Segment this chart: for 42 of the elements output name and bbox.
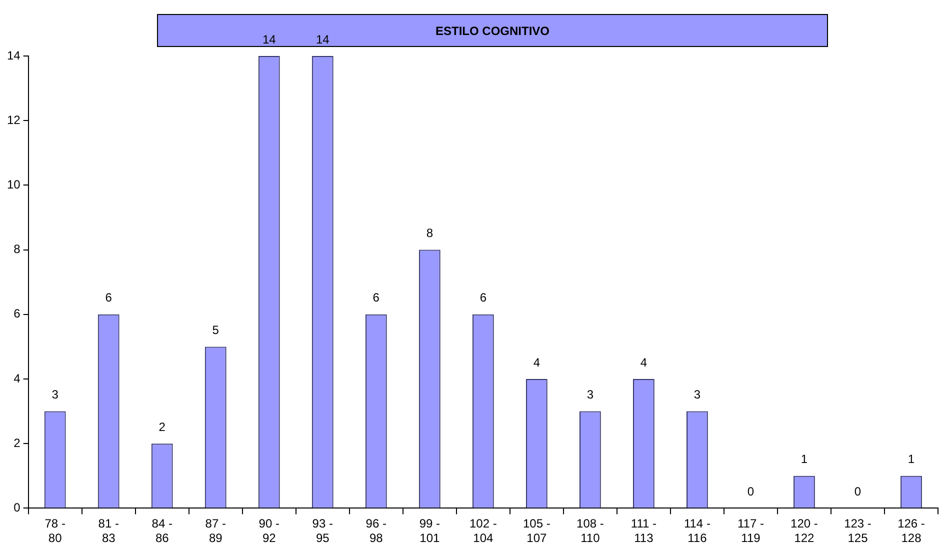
x-tick-label: 108 - 110 [576,516,604,546]
x-tick-label: 78 - 80 [44,516,66,546]
y-tick-label: 4 [14,371,21,386]
data-label: 3 [52,388,59,402]
data-label: 4 [640,355,648,370]
x-tick-label: 120 - 122 [790,516,818,546]
data-label: 0 [747,484,754,499]
x-tick-label: 123 - 125 [844,516,872,546]
x-tick-label: 102 - 104 [469,516,497,546]
y-tick-label: 12 [6,112,21,127]
data-label: 2 [158,420,166,434]
y-tick-label: 2 [14,436,21,450]
data-label: 4 [533,355,540,370]
x-tick-label: 84 - 86 [152,516,172,546]
data-label: 6 [372,290,380,305]
data-label: 8 [426,226,434,240]
x-tick-label: 114 - 116 [684,516,710,546]
data-label: 14 [262,32,276,46]
data-label: 6 [480,290,487,305]
data-label: 1 [908,452,915,466]
x-tick-label: 126 - 128 [898,516,925,546]
x-tick-label: 96 - 98 [366,516,386,546]
y-tick-label: 10 [6,178,21,192]
y-tick-label: 8 [14,242,21,256]
y-tick-label: 0 [14,500,21,515]
data-label: 6 [105,290,112,305]
data-label: 1 [800,452,808,466]
data-label: 14 [316,32,330,46]
y-tick-label: 6 [14,306,21,321]
x-tick-label: 111 - 113 [630,516,656,546]
x-tick-label: 93 - 95 [312,516,333,546]
y-tick-label: 14 [6,48,21,62]
x-tick-label: 99 - 101 [419,516,440,546]
data-label: 3 [586,388,594,402]
x-tick-label: 105 - 107 [523,516,550,546]
x-tick-label: 87 - 89 [205,516,226,546]
x-tick-label: 117 - 119 [737,516,764,546]
data-label: 3 [694,388,701,402]
data-label: 5 [212,323,220,338]
data-label: 0 [854,484,862,499]
x-tick-label: 90 - 92 [258,516,280,546]
x-tick-label: 81 - 83 [98,516,119,546]
